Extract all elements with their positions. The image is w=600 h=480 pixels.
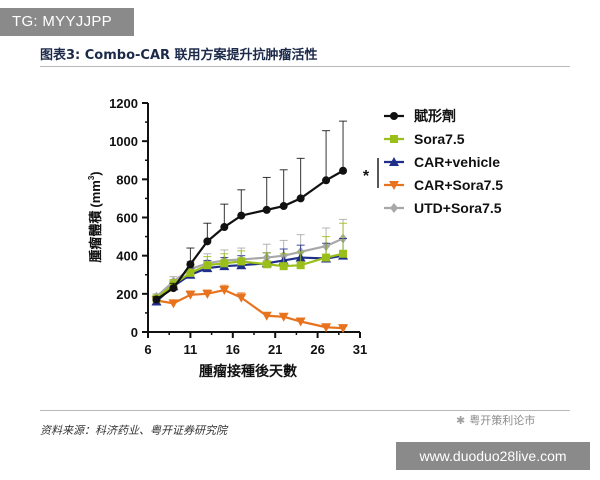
data-point: [262, 205, 271, 214]
data-point: [262, 260, 271, 269]
legend-label: 賦形劑: [413, 108, 456, 124]
series-賦形劑: [152, 120, 348, 304]
y-tick-label: 1200: [109, 96, 138, 111]
y-tick-label: 0: [131, 325, 138, 340]
chart-axes: 0 200 400 600 800 1000 1200 6 11 16 21 26 31: [109, 96, 367, 357]
x-tick-label: 6: [144, 342, 151, 357]
legend-item: CAR+Sora7.5: [384, 177, 503, 193]
tumor-volume-chart: 0 200 400 600 800 1000 1200 6 11 16 21 26 31 賦形劑 Sora…: [87, 96, 503, 379]
y-axis-unit-base: (mm: [88, 180, 103, 207]
wechat-icon: ✱: [456, 414, 466, 427]
figure-title: 图表3: Combo-CAR 联用方案提升抗肿瘤活性: [40, 48, 318, 63]
data-point: [152, 295, 161, 304]
data-point: [296, 194, 305, 203]
data-point: [261, 311, 272, 321]
data-point: [237, 211, 246, 220]
data-point: [338, 324, 349, 334]
chart-series-layer: [151, 120, 349, 334]
series-line: [155, 237, 344, 298]
x-tick-label: 11: [184, 342, 198, 357]
top-divider: [40, 66, 570, 67]
data-point: [339, 249, 348, 258]
x-tick-label: 21: [268, 342, 282, 357]
y-tick-label: 400: [116, 249, 138, 264]
legend-swatch-marker: [389, 157, 399, 166]
y-axis-label-text: 腫瘤體積: [88, 210, 103, 263]
data-point: [219, 286, 230, 296]
wechat-watermark-text: 粤开策利论市: [469, 414, 536, 427]
series-line: [155, 252, 344, 300]
series-line: [155, 169, 344, 301]
y-axis-unit-close: ): [88, 171, 103, 175]
data-point: [237, 257, 246, 266]
legend-item: UTD+Sora7.5: [384, 200, 502, 216]
data-point: [322, 253, 331, 262]
significance-marker: *: [363, 168, 370, 185]
data-point: [295, 317, 306, 327]
data-point: [220, 223, 229, 232]
series-line: [156, 288, 344, 330]
data-point: [220, 259, 229, 268]
y-tick-label: 200: [116, 287, 138, 302]
legend-label: CAR+vehicle: [414, 154, 500, 170]
y-tick-label: 600: [116, 211, 138, 226]
y-axis-label: 腫瘤體積 (mm3): [87, 171, 103, 262]
data-point: [186, 268, 195, 277]
legend-label: CAR+Sora7.5: [414, 177, 503, 193]
data-point: [168, 299, 179, 309]
legend-swatch-marker: [390, 135, 398, 143]
watermark-badge-url: www.duoduo28live.com: [396, 442, 590, 470]
source-note: 资料来源：科济药业、粤开证券研究院: [40, 424, 227, 437]
data-point: [321, 323, 332, 333]
data-point: [169, 284, 178, 293]
data-point: [279, 262, 288, 271]
x-tick-label: 26: [310, 342, 324, 357]
data-point: [202, 289, 213, 299]
legend-item: 賦形劑: [384, 108, 456, 124]
legend-item: CAR+vehicle: [384, 154, 500, 170]
wechat-watermark: ✱ 粤开策利论市: [456, 412, 535, 428]
legend-swatch-marker: [390, 112, 398, 120]
data-point: [236, 293, 247, 303]
y-tick-label: 1000: [109, 134, 138, 149]
data-point: [279, 202, 288, 211]
x-tick-label: 31: [353, 342, 367, 357]
y-axis-unit-exp: 3: [87, 175, 96, 180]
chart-legend: 賦形劑 Sora7.5 CAR+vehicle CAR+Sora7.5 UTD+Sora…: [384, 108, 503, 216]
x-axis-label: 腫瘤接種後天數: [199, 363, 297, 379]
data-point: [186, 260, 195, 269]
bottom-divider: [40, 410, 570, 411]
x-tick-label: 16: [226, 342, 240, 357]
legend-swatch-marker: [389, 181, 399, 190]
data-point: [203, 261, 212, 270]
data-point: [185, 290, 196, 300]
watermark-badge-top: TG: MYYJJPP: [0, 8, 134, 36]
legend-label: UTD+Sora7.5: [414, 200, 502, 216]
legend-label: Sora7.5: [414, 131, 465, 147]
data-point: [322, 176, 331, 185]
series-Sora7.5: [152, 222, 348, 303]
legend-swatch-marker: [390, 203, 398, 213]
data-point: [296, 261, 305, 270]
legend-item: Sora7.5: [384, 131, 465, 147]
data-point: [339, 166, 348, 175]
y-tick-label: 800: [116, 172, 138, 187]
series-CAR+Sora7.5: [151, 284, 349, 334]
data-point: [278, 312, 289, 322]
data-point: [203, 237, 212, 246]
